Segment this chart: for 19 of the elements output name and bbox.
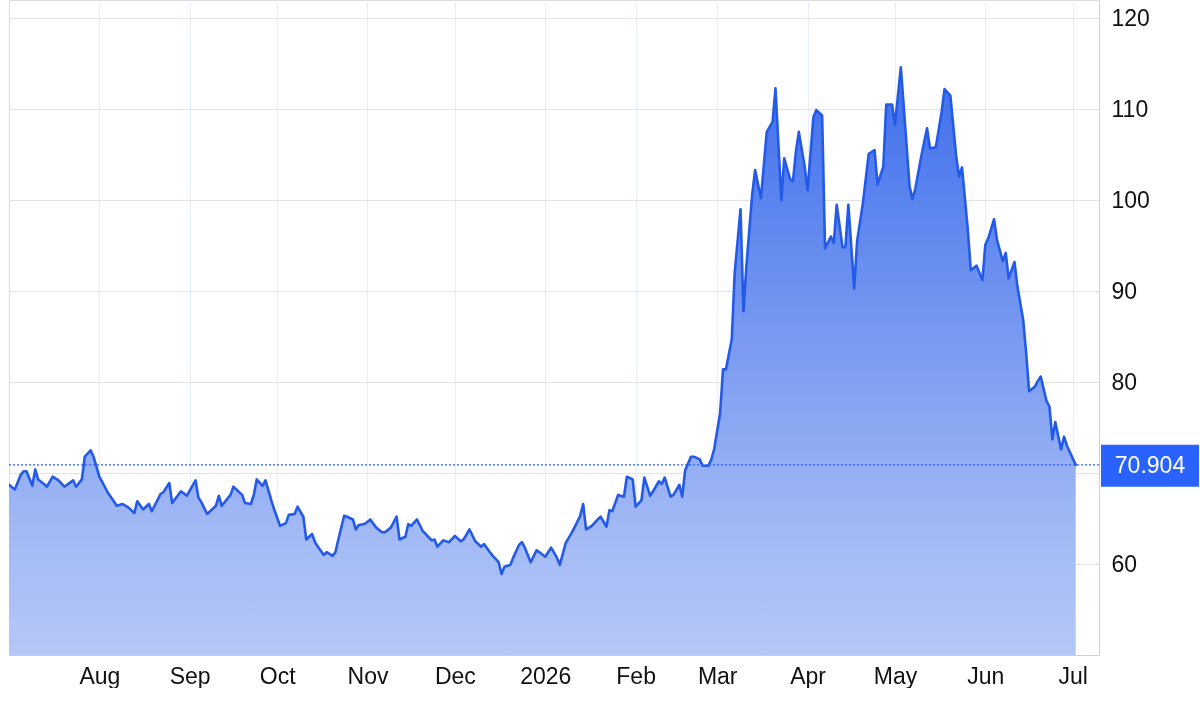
y-tick-label: 90 <box>1111 277 1138 304</box>
x-tick-label: 2026 <box>520 662 572 689</box>
y-tick-label: 80 <box>1111 368 1138 395</box>
y-tick-label: 100 <box>1111 186 1150 213</box>
x-tick-label: Feb <box>616 662 656 689</box>
x-tick-label: May <box>873 662 918 689</box>
x-tick-label: Oct <box>259 662 297 689</box>
ref-line-label: 70.904 <box>1114 451 1186 478</box>
x-tick-label: Apr <box>790 662 827 689</box>
x-tick-label: Sep <box>169 662 211 689</box>
y-tick-label: 60 <box>1111 550 1138 577</box>
x-tick-label: Aug <box>79 662 121 689</box>
x-tick-label: Nov <box>347 662 389 689</box>
y-tick-label: 110 <box>1111 95 1149 122</box>
x-tick-label: Dec <box>434 662 476 689</box>
x-tick-label: Mar <box>697 662 738 689</box>
x-tick-label: Jun <box>967 662 1005 689</box>
y-tick-label: 120 <box>1111 4 1150 31</box>
x-tick-label: Jul <box>1058 662 1088 689</box>
